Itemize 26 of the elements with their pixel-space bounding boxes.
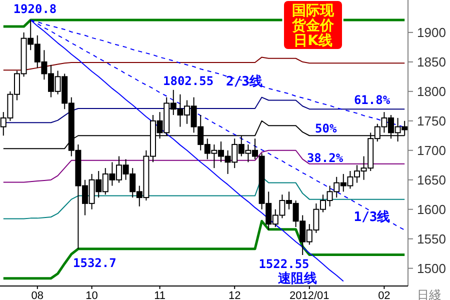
- annotation: 50%: [315, 122, 338, 136]
- annotation: 1522.55: [258, 257, 310, 271]
- x-tick-label: 02: [378, 290, 390, 300]
- x-tick-label: 12: [228, 290, 241, 300]
- x-tick-label: 10: [86, 290, 98, 300]
- y-tick-label: 1750: [417, 113, 446, 128]
- annotation: 61.8%: [354, 93, 391, 108]
- x-tick-label: 11: [154, 290, 166, 300]
- annotation: 2/3线: [226, 74, 262, 90]
- y-tick-label: 1550: [417, 231, 446, 246]
- annotation: 1920.8: [13, 2, 57, 16]
- y-tick-label: 1600: [417, 202, 446, 217]
- y-tick-label: 1700: [417, 142, 446, 158]
- annotation: 1/3线: [354, 210, 390, 225]
- annotation: 速阻线: [278, 271, 317, 286]
- x-tick-label: 08: [31, 290, 44, 300]
- y-tick-label: 1850: [417, 54, 446, 70]
- y-tick-label: 1900: [417, 24, 446, 40]
- y-tick-label: 1500: [417, 260, 446, 276]
- x-tick-label: 2012/01: [290, 290, 330, 300]
- annotation: 1532.7: [73, 256, 116, 270]
- annotation: 1802.55: [163, 74, 214, 88]
- y-tick-label: 1800: [417, 84, 446, 99]
- y-tick-label: 1650: [417, 172, 446, 188]
- text: 国际现货金价日K线: [291, 3, 335, 49]
- annotation: 38.2%: [306, 150, 344, 165]
